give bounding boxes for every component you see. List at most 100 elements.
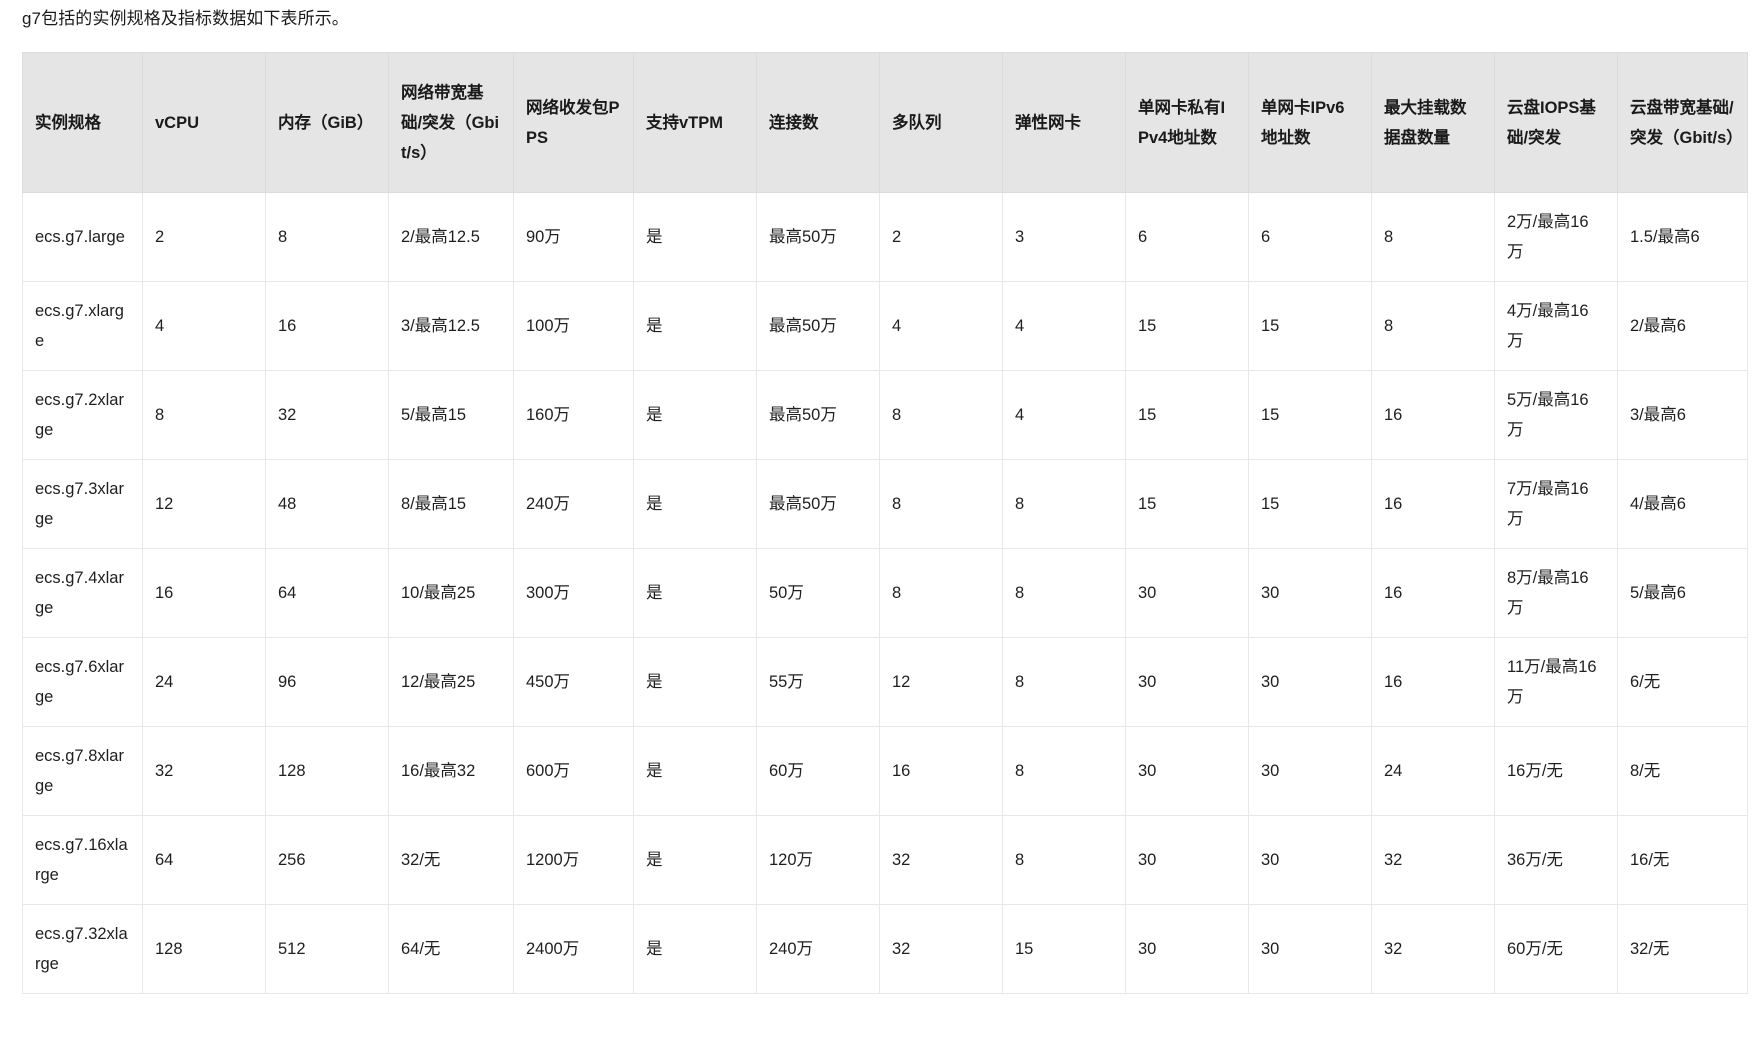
table-cell: 最高50万 [756,281,880,371]
table-cell: 2/最高12.5 [388,192,514,282]
table-cell: 15 [1248,281,1372,371]
table-header: 实例规格 vCPU 内存（GiB） 网络带宽基础/突发（Gbit/s） 网络收发包PPS… [22,52,1748,193]
table-cell: 96 [265,637,389,727]
table-cell: 6 [1248,192,1372,282]
table-cell: 160万 [513,370,634,460]
table-cell: 240万 [513,459,634,549]
table-cell: 16/最高32 [388,726,514,816]
table-row: ecs.g7.8xlarge 32 128 16/最高32 600万是 60万 16 8 30 3… [22,726,1748,816]
table-cell: 32 [1371,815,1495,905]
table-cell: 8 [1002,637,1126,727]
table-cell: 12 [879,637,1003,727]
spec-table-container: 实例规格 vCPU 内存（GiB） 网络带宽基础/突发（Gbit/s） 网络收发包PPS… [22,52,1748,994]
table-cell: 最高50万 [756,192,880,282]
table-cell: 55万 [756,637,880,727]
table-cell: 50万 [756,548,880,638]
table-cell: 48 [265,459,389,549]
table-cell: 16 [1371,548,1495,638]
table-header-row: 实例规格 vCPU 内存（GiB） 网络带宽基础/突发（Gbit/s） 网络收发包PPS… [22,52,1748,193]
table-cell: 4 [879,281,1003,371]
table-cell: 4 [1002,370,1126,460]
table-cell: 16/无 [1617,815,1748,905]
table-cell: 30 [1248,904,1372,994]
table-cell: 8 [1371,281,1495,371]
table-cell: 15 [1248,370,1372,460]
table-cell: 是 [633,281,757,371]
table-cell: 12/最高25 [388,637,514,727]
table-cell: 2 [879,192,1003,282]
table-cell: 32 [142,726,266,816]
instance-type-cell: ecs.g7.4xlarge [22,548,143,638]
table-cell: 6/无 [1617,637,1748,727]
table-cell: 最高50万 [756,370,880,460]
table-cell: 30 [1125,548,1249,638]
instance-type-cell: ecs.g7.large [22,192,143,282]
table-cell: 32/无 [388,815,514,905]
table-cell: 8 [1002,815,1126,905]
table-cell: 8/最高15 [388,459,514,549]
table-cell: 300万 [513,548,634,638]
column-header: 实例规格 [22,52,143,193]
table-cell: 24 [1371,726,1495,816]
table-cell: 60万/无 [1494,904,1618,994]
table-cell: 5/最高15 [388,370,514,460]
table-cell: 100万 [513,281,634,371]
table-cell: 16 [142,548,266,638]
table-cell: 是 [633,192,757,282]
table-cell: 16 [1371,459,1495,549]
table-cell: 90万 [513,192,634,282]
instance-type-cell: ecs.g7.3xlarge [22,459,143,549]
table-row: ecs.g7.32xlarge 128 512 64/无 2400万是 240万 32 15 3… [22,904,1748,994]
table-row: ecs.g7.xlarge 4 16 3/最高12.5 100万是最高50万 4 4 15 15… [22,281,1748,371]
table-cell: 64 [265,548,389,638]
table-cell: 32 [1371,904,1495,994]
table-cell: 8 [142,370,266,460]
table-cell: 11万/最高16万 [1494,637,1618,727]
table-cell: 30 [1125,904,1249,994]
instance-type-cell: ecs.g7.2xlarge [22,370,143,460]
table-cell: 3 [1002,192,1126,282]
table-cell: 8 [1002,548,1126,638]
table-cell: 3/最高6 [1617,370,1748,460]
table-cell: 15 [1125,370,1249,460]
table-cell: 16 [1371,637,1495,727]
table-cell: 16 [1371,370,1495,460]
table-cell: 2万/最高16万 [1494,192,1618,282]
table-cell: 15 [1125,281,1249,371]
table-cell: 64 [142,815,266,905]
table-cell: 4万/最高16万 [1494,281,1618,371]
table-cell: 8 [1002,726,1126,816]
table-row: ecs.g7.6xlarge 24 96 12/最高25 450万是 55万 12 8 30 30… [22,637,1748,727]
table-cell: 256 [265,815,389,905]
table-cell: 1200万 [513,815,634,905]
table-cell: 2 [142,192,266,282]
table-cell: 8 [1002,459,1126,549]
table-cell: 是 [633,637,757,727]
table-cell: 15 [1248,459,1372,549]
table-cell: 1.5/最高6 [1617,192,1748,282]
table-cell: 8 [879,548,1003,638]
table-cell: 450万 [513,637,634,727]
table-cell: 7万/最高16万 [1494,459,1618,549]
table-cell: 8万/最高16万 [1494,548,1618,638]
table-cell: 30 [1248,637,1372,727]
instance-type-cell: ecs.g7.8xlarge [22,726,143,816]
column-header: 弹性网卡 [1002,52,1126,193]
table-cell: 4 [1002,281,1126,371]
column-header: 云盘IOPS基础/突发 [1494,52,1618,193]
column-header: 单网卡IPv6地址数 [1248,52,1372,193]
table-cell: 30 [1125,637,1249,727]
table-cell: 32/无 [1617,904,1748,994]
table-cell: 16 [879,726,1003,816]
table-row: ecs.g7.3xlarge 12 48 8/最高15 240万是最高50万 8 8 15 15… [22,459,1748,549]
column-header: 连接数 [756,52,880,193]
instance-type-cell: ecs.g7.16xlarge [22,815,143,905]
table-cell: 是 [633,548,757,638]
table-cell: 8 [879,370,1003,460]
intro-paragraph: g7包括的实例规格及指标数据如下表所示。 [22,9,349,28]
table-cell: 24 [142,637,266,727]
table-cell: 5/最高6 [1617,548,1748,638]
instance-type-cell: ecs.g7.32xlarge [22,904,143,994]
table-cell: 32 [879,815,1003,905]
